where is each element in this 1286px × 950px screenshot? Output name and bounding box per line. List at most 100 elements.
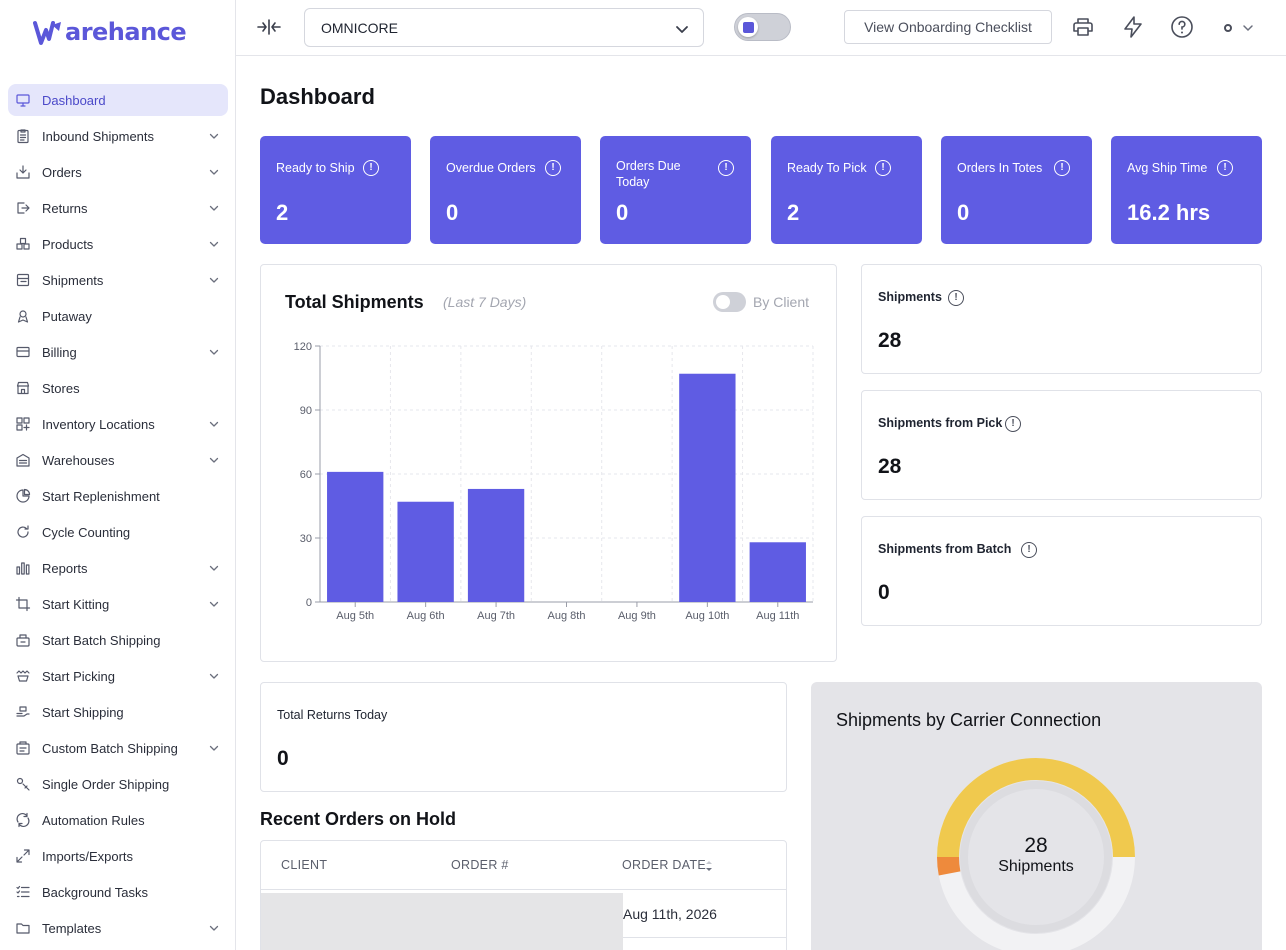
kpi-label: Shipments — [878, 290, 942, 304]
warehance-logo[interactable]: arehance — [33, 16, 187, 48]
column-header-client[interactable]: CLIENT — [281, 858, 328, 872]
stat-card-overdue-orders[interactable]: Overdue Orders! 0 — [430, 136, 581, 244]
sidebar-item-start-replenishment[interactable]: Start Replenishment — [8, 480, 228, 512]
sidebar-item-automation-rules[interactable]: Automation Rules — [8, 804, 228, 836]
sidebar-nav: Dashboard Inbound Shipments Orders Returns P… — [8, 84, 228, 948]
total-shipments-panel: Total Shipments (Last 7 Days) By Client … — [260, 264, 837, 662]
sidebar: arehance Dashboard Inbound Shipments Order… — [0, 0, 236, 950]
sidebar-item-reports[interactable]: Reports — [8, 552, 228, 584]
lightning-icon[interactable] — [1121, 15, 1145, 39]
user-menu[interactable] — [1224, 20, 1264, 36]
picking-hand-icon — [14, 667, 32, 685]
custom-batch-icon — [14, 739, 32, 757]
stat-value: 2 — [276, 200, 289, 225]
stat-card-ready-to-ship[interactable]: Ready to Ship! 2 — [260, 136, 411, 244]
clipboard-icon — [14, 127, 32, 145]
stat-card-ready-to-pick[interactable]: Ready To Pick! 2 — [771, 136, 922, 244]
sidebar-item-warehouses[interactable]: Warehouses — [8, 444, 228, 476]
client-select[interactable]: OMNICORE — [304, 8, 704, 47]
by-client-toggle[interactable] — [713, 292, 746, 312]
donut-total-value: 28 — [1024, 834, 1048, 857]
info-icon[interactable]: ! — [1021, 542, 1037, 558]
bar-aug-10th — [679, 373, 736, 602]
sidebar-item-stores[interactable]: Stores — [8, 372, 228, 404]
chevron-down-icon — [209, 601, 219, 607]
sidebar-item-putaway[interactable]: Putaway — [8, 300, 228, 332]
sidebar-item-templates[interactable]: Templates — [8, 912, 228, 944]
y-tick-label: 120 — [294, 341, 312, 353]
sidebar-item-start-kitting[interactable]: Start Kitting — [8, 588, 228, 620]
shipping-hand-icon — [14, 703, 32, 721]
info-icon[interactable]: ! — [1217, 160, 1233, 176]
column-header-order-number[interactable]: ORDER # — [451, 858, 509, 872]
sidebar-item-label: Putaway — [42, 308, 92, 324]
mode-toggle[interactable] — [734, 13, 791, 41]
info-icon[interactable]: ! — [718, 160, 734, 176]
sidebar-item-start-shipping[interactable]: Start Shipping — [8, 696, 228, 728]
sidebar-item-start-picking[interactable]: Start Picking — [8, 660, 228, 692]
sidebar-item-orders[interactable]: Orders — [8, 156, 228, 188]
stat-label: Overdue Orders — [446, 161, 536, 175]
order-date-cell: Aug 11th, 2026 — [623, 906, 717, 922]
putaway-icon — [14, 307, 32, 325]
info-icon[interactable]: ! — [545, 160, 561, 176]
stat-card-avg-ship-time[interactable]: Avg Ship Time! 16.2 hrs — [1111, 136, 1262, 244]
sidebar-item-custom-batch-shipping[interactable]: Custom Batch Shipping — [8, 732, 228, 764]
sidebar-item-label: Start Picking — [42, 668, 115, 684]
chevron-down-icon — [209, 673, 219, 679]
collapse-sidebar-icon[interactable] — [256, 16, 282, 38]
info-icon[interactable]: ! — [948, 290, 964, 306]
sidebar-item-cycle-counting[interactable]: Cycle Counting — [8, 516, 228, 548]
sidebar-item-single-order-shipping[interactable]: Single Order Shipping — [8, 768, 228, 800]
printer-icon[interactable] — [1071, 15, 1095, 39]
info-icon[interactable]: ! — [1005, 416, 1021, 432]
sidebar-item-dashboard[interactable]: Dashboard — [8, 84, 228, 116]
chevron-down-icon — [209, 421, 219, 427]
top-bar: OMNICORE View Onboarding Checklist — [236, 0, 1286, 56]
logo-w-icon — [33, 21, 61, 45]
x-tick-label: Aug 6th — [407, 610, 445, 622]
credit-card-icon — [14, 343, 32, 361]
user-avatar-icon — [1224, 24, 1232, 32]
shipment-list-icon — [14, 271, 32, 289]
sidebar-item-label: Orders — [42, 164, 82, 180]
sidebar-item-inbound-shipments[interactable]: Inbound Shipments — [8, 120, 228, 152]
stat-value: 16.2 hrs — [1127, 200, 1211, 225]
info-icon[interactable]: ! — [1054, 160, 1070, 176]
chevron-down-icon — [209, 241, 219, 247]
stat-card-orders-due-today[interactable]: Orders Due Today! 0 — [600, 136, 751, 244]
stat-value: 2 — [787, 200, 800, 225]
warehance-mini-icon — [742, 21, 754, 33]
sidebar-item-billing[interactable]: Billing — [8, 336, 228, 368]
sidebar-item-start-batch-shipping[interactable]: Start Batch Shipping — [8, 624, 228, 656]
boxes-icon — [14, 235, 32, 253]
y-tick-label: 30 — [300, 533, 312, 545]
chevron-down-icon — [676, 26, 688, 33]
info-icon[interactable]: ! — [875, 160, 891, 176]
return-arrow-icon — [14, 199, 32, 217]
view-onboarding-checklist-button[interactable]: View Onboarding Checklist — [844, 10, 1052, 44]
sidebar-item-label: Returns — [42, 200, 88, 216]
sidebar-item-background-tasks[interactable]: Background Tasks — [8, 876, 228, 908]
sidebar-item-label: Products — [42, 236, 94, 252]
column-header-order-date[interactable]: ORDER DATE — [622, 858, 707, 872]
stat-card-orders-in-totes[interactable]: Orders In Totes! 0 — [941, 136, 1092, 244]
sidebar-item-label: Custom Batch Shipping — [42, 740, 178, 756]
grid-location-icon — [14, 415, 32, 433]
sidebar-item-label: Automation Rules — [42, 812, 145, 828]
stat-value: 0 — [616, 200, 629, 225]
stat-value: 0 — [957, 200, 970, 225]
returns-value: 0 — [277, 747, 289, 770]
sidebar-item-imports-exports[interactable]: Imports/Exports — [8, 840, 228, 872]
sidebar-item-products[interactable]: Products — [8, 228, 228, 260]
chevron-down-icon — [209, 277, 219, 283]
sidebar-item-shipments[interactable]: Shipments — [8, 264, 228, 296]
info-icon[interactable]: ! — [363, 160, 379, 176]
chevron-down-icon — [209, 169, 219, 175]
sidebar-item-returns[interactable]: Returns — [8, 192, 228, 224]
donut-slice-0 — [937, 758, 1135, 858]
sidebar-item-inventory-locations[interactable]: Inventory Locations — [8, 408, 228, 440]
sort-icon[interactable] — [703, 858, 715, 874]
help-icon[interactable] — [1170, 15, 1194, 39]
sidebar-item-label: Shipments — [42, 272, 104, 288]
